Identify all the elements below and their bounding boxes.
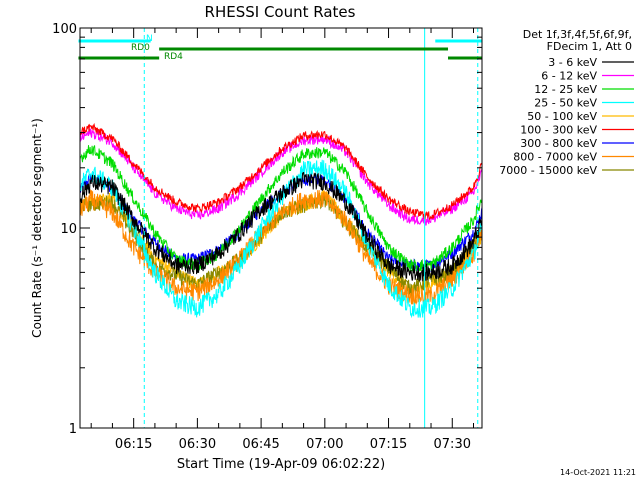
legend-label: 50 - 100 keV: [527, 110, 597, 123]
series-line-6: [79, 122, 483, 221]
y-tick-label: 100: [52, 22, 77, 37]
y-tick-label: 10: [60, 222, 77, 237]
legend-label: 100 - 300 keV: [520, 124, 597, 137]
footer-timestamp: 14-Oct-2021 11:21: [560, 468, 636, 477]
x-tick-label: 07:00: [306, 437, 343, 452]
legend-label: 800 - 7000 keV: [513, 151, 597, 164]
x-tick-label: 07:15: [370, 437, 407, 452]
x-tick-label: 07:30: [434, 437, 471, 452]
legend-label: 300 - 800 keV: [520, 137, 597, 150]
plot-lines: [79, 122, 483, 319]
series-line-3: [79, 145, 483, 273]
legend-header-line: Det 1f,3f,4f,5f,6f,9f,: [523, 28, 632, 41]
x-tick-label: 06:15: [115, 437, 152, 452]
plot-markers: [79, 28, 479, 428]
state-bar-label-rd0: RD0: [131, 43, 150, 53]
legend-label: 25 - 50 keV: [534, 97, 597, 110]
legend-label: 7000 - 15000 keV: [499, 164, 597, 177]
x-axis-label: Start Time (19-Apr-09 06:02:22): [177, 457, 385, 472]
x-tick-label: 06:30: [179, 437, 216, 452]
y-tick-label: 1: [69, 422, 77, 437]
state-bar-label-rd4: RD4: [164, 52, 183, 62]
series-line-1: [79, 171, 483, 282]
y-axis: 1 10 100: [52, 22, 482, 437]
legend: Det 1f,3f,4f,5f,6f,9f,FDecim 1, Att 0 3 -…: [499, 28, 634, 177]
legend-label: 6 - 12 keV: [541, 70, 597, 83]
legend-label: 3 - 6 keV: [548, 56, 597, 69]
state-bar-label-n: N: [146, 34, 153, 44]
series-line-8: [79, 188, 483, 308]
chart-title: RHESSI Count Rates: [205, 3, 356, 21]
legend-label: 12 - 25 keV: [534, 83, 597, 96]
x-axis: 06:15 06:30 06:45 07:00 07:15 07:30: [90, 28, 475, 452]
y-axis-label: Count Rate (s⁻¹ detector segment⁻¹): [30, 118, 44, 338]
x-tick-label: 06:45: [242, 437, 279, 452]
legend-header-line: FDecim 1, Att 0: [547, 40, 632, 53]
